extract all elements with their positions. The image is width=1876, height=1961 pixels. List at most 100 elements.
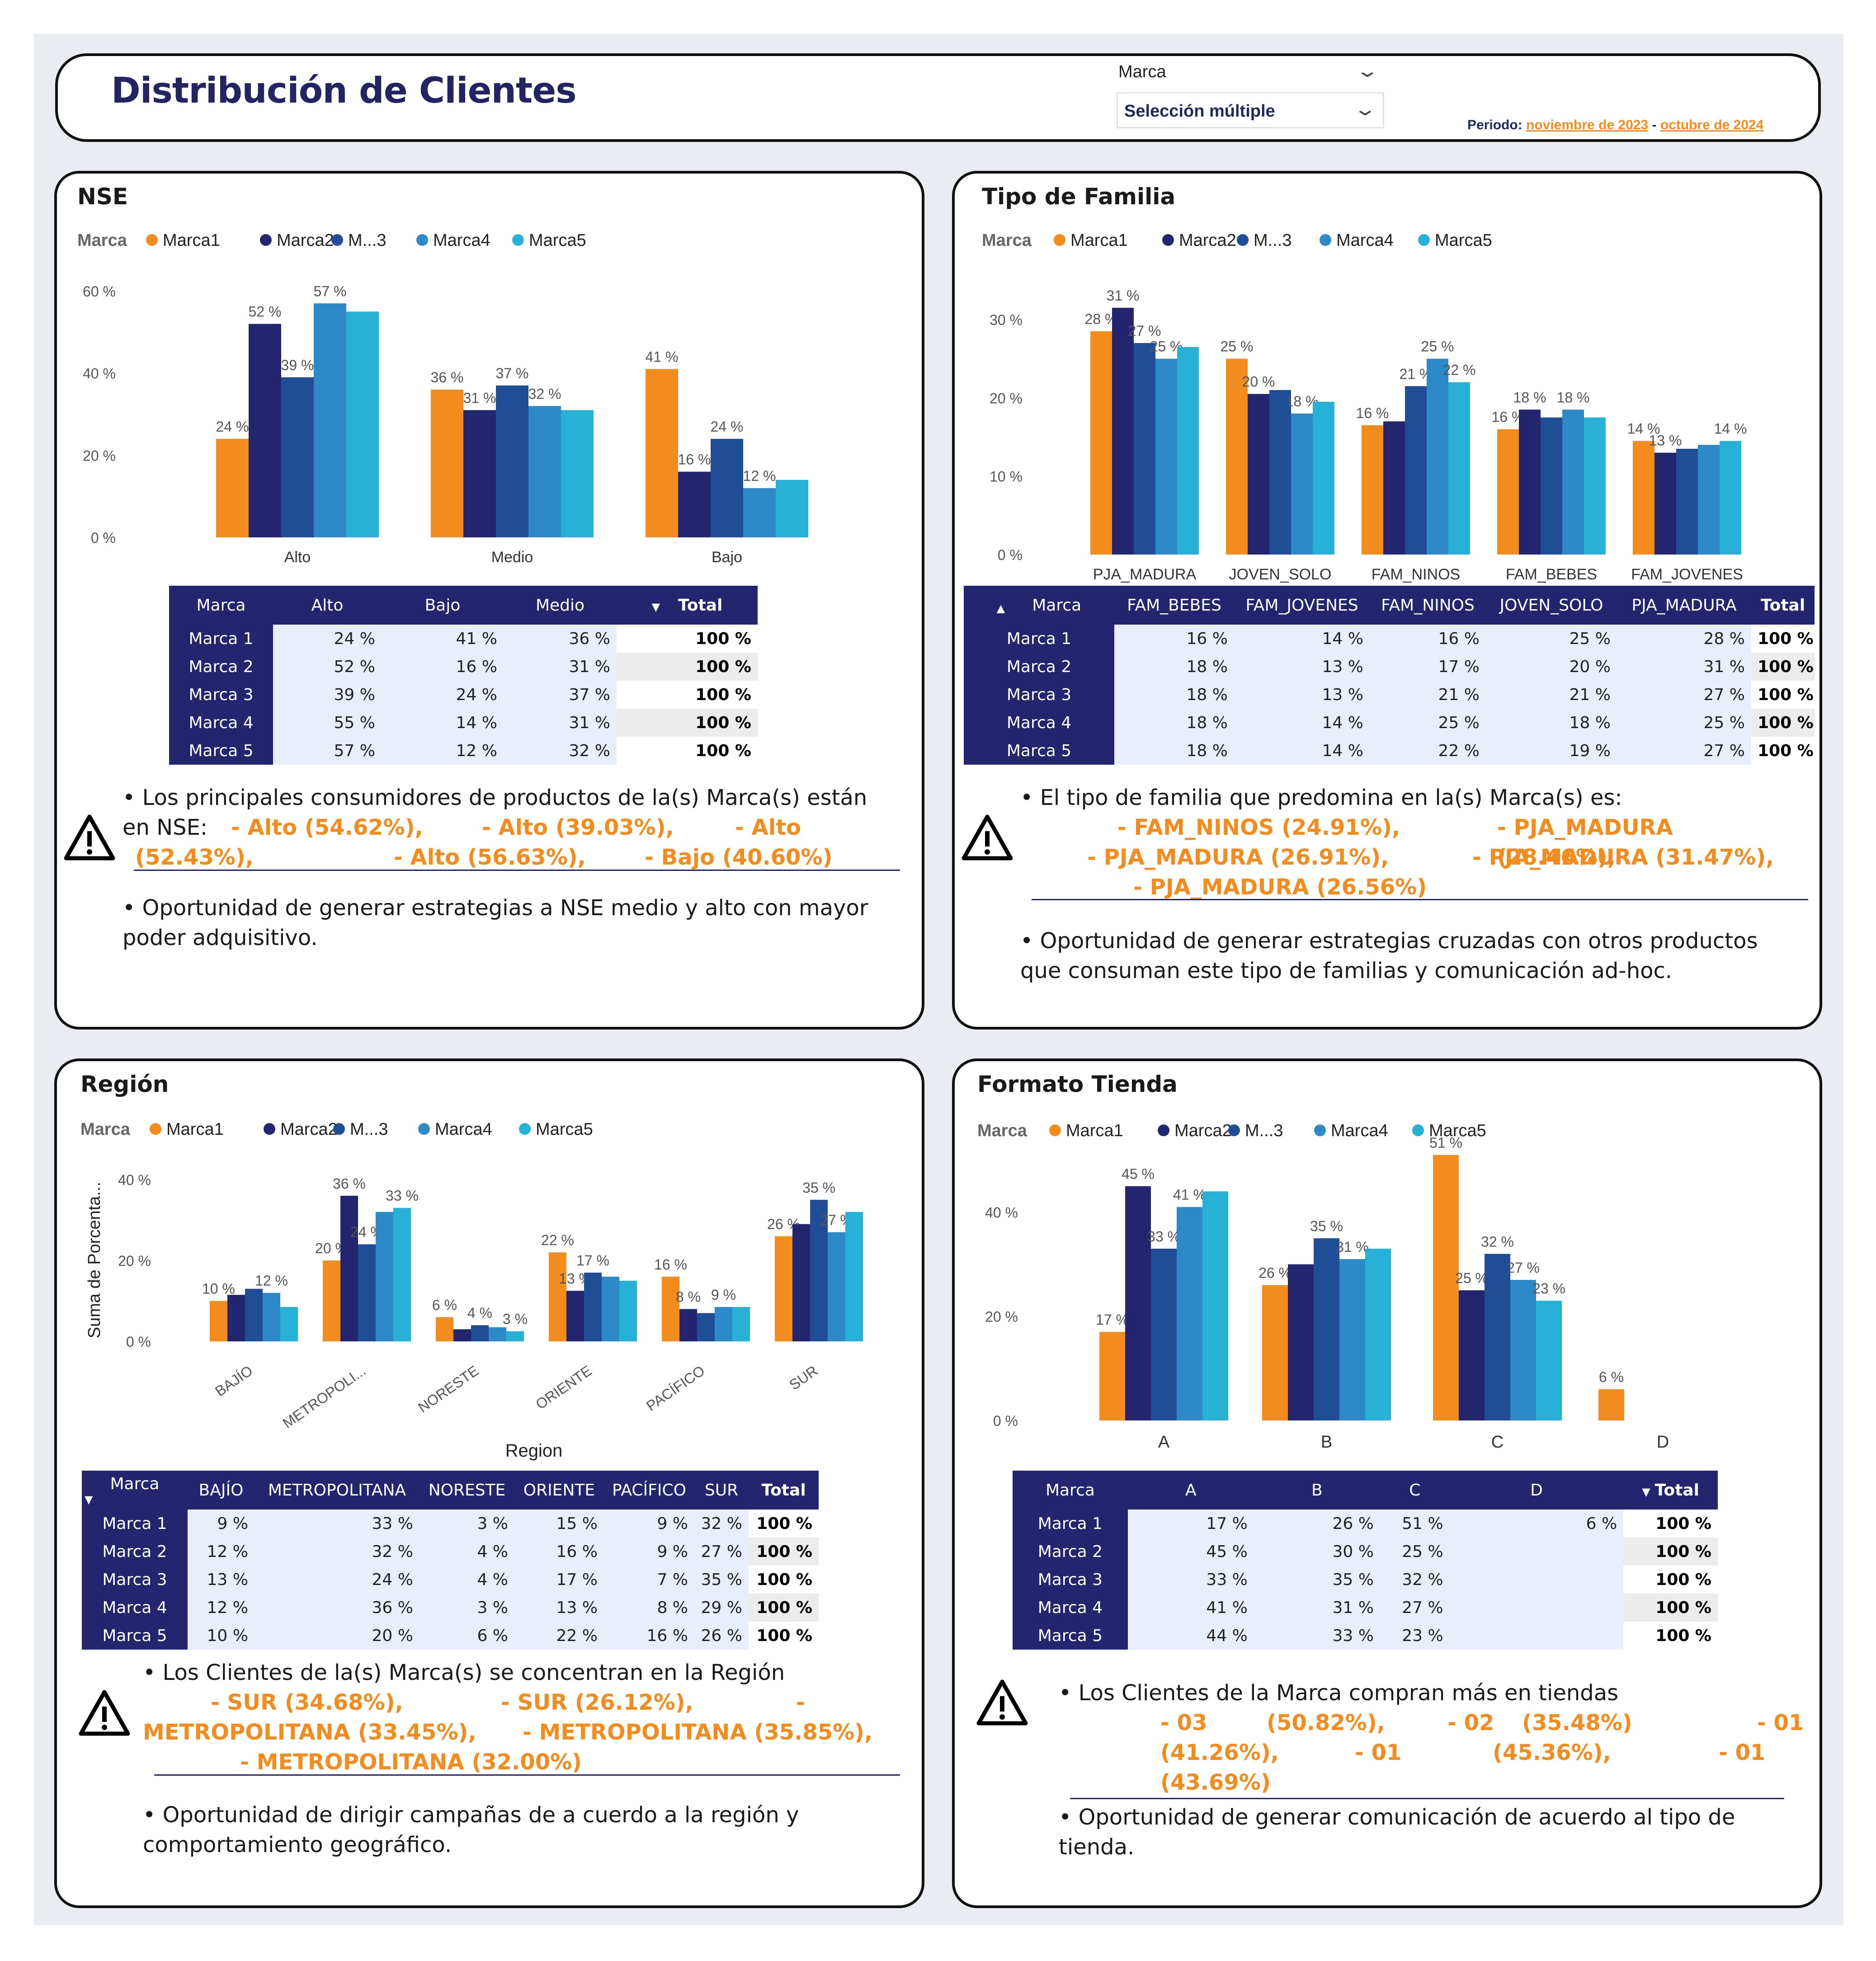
- bar[interactable]: [471, 1325, 489, 1341]
- legend-item[interactable]: Marca1: [1070, 231, 1128, 250]
- bar[interactable]: [792, 1224, 810, 1341]
- bar[interactable]: [340, 1195, 358, 1341]
- table-row[interactable]: Marca 4 18 % 14 % 25 % 18 % 25 % 100 %: [964, 709, 1815, 737]
- bar[interactable]: [697, 1313, 715, 1341]
- table-header-noreste[interactable]: NORESTE: [420, 1471, 514, 1510]
- bar[interactable]: [662, 1276, 679, 1341]
- table-row[interactable]: Marca 1 16 % 14 % 16 % 25 % 28 % 100 %: [964, 625, 1815, 653]
- bar[interactable]: [496, 385, 528, 537]
- bar[interactable]: [1362, 425, 1383, 555]
- table-header-fam-bebes[interactable]: FAM_BEBES: [1114, 586, 1234, 625]
- bar[interactable]: [1541, 417, 1562, 555]
- sort-desc-icon[interactable]: ▼: [85, 1493, 93, 1506]
- legend-marker[interactable]: [1162, 234, 1174, 246]
- bar[interactable]: [431, 390, 463, 537]
- legend-marker[interactable]: [1158, 1124, 1169, 1136]
- bar[interactable]: [1339, 1259, 1365, 1420]
- table-header-b[interactable]: B: [1254, 1471, 1380, 1510]
- table-header-bajio[interactable]: BAJÍO: [188, 1471, 255, 1510]
- bar[interactable]: [1262, 1285, 1288, 1420]
- legend-item[interactable]: Marca5: [1429, 1121, 1486, 1140]
- bar[interactable]: [1485, 1254, 1510, 1420]
- legend-item[interactable]: Marca5: [1435, 231, 1492, 250]
- bar[interactable]: [1125, 1186, 1151, 1420]
- bar[interactable]: [646, 369, 678, 537]
- table-row[interactable]: Marca 4 55 % 14 % 31 % 100 %: [169, 709, 758, 737]
- table-header-sur[interactable]: SUR: [694, 1471, 749, 1510]
- bar[interactable]: [210, 1301, 227, 1342]
- legend-item[interactable]: Marca1: [166, 1120, 224, 1139]
- bar[interactable]: [561, 410, 594, 537]
- sort-desc-icon[interactable]: ▼: [651, 600, 660, 613]
- bar[interactable]: [775, 1236, 792, 1341]
- bar[interactable]: [323, 1260, 340, 1341]
- bar[interactable]: [1510, 1279, 1536, 1420]
- bar[interactable]: [281, 377, 314, 537]
- bar[interactable]: [1202, 1191, 1228, 1420]
- table-header-total[interactable]: ▼ Total: [617, 586, 758, 625]
- table-header-total[interactable]: Total: [749, 1471, 819, 1510]
- legend-marker[interactable]: [416, 234, 428, 246]
- legend-marker[interactable]: [519, 1123, 531, 1135]
- table-row[interactable]: Marca 2 52 % 16 % 31 % 100 %: [169, 653, 758, 681]
- legend-item[interactable]: Marca2: [280, 1120, 338, 1139]
- legend-marker[interactable]: [1320, 234, 1331, 246]
- legend-item[interactable]: Marca4: [433, 231, 490, 250]
- table-header-pacifico[interactable]: PACÍFICO: [604, 1471, 694, 1510]
- table-header-fam-jovenes[interactable]: FAM_JOVENES: [1234, 586, 1370, 625]
- legend-item[interactable]: Marca1: [1066, 1121, 1123, 1140]
- legend-marker[interactable]: [418, 1123, 430, 1135]
- legend-marker[interactable]: [331, 234, 343, 246]
- legend-item[interactable]: Marca1: [163, 231, 220, 250]
- legend-marker[interactable]: [146, 234, 158, 246]
- bar[interactable]: [1448, 382, 1470, 555]
- legend-item[interactable]: M...3: [348, 231, 386, 250]
- bar[interactable]: [1177, 1207, 1202, 1420]
- legend-item[interactable]: Marca2: [1174, 1121, 1232, 1140]
- legend-marker[interactable]: [264, 1123, 275, 1135]
- table-row[interactable]: Marca 1 24 % 41 % 36 % 100 %: [169, 625, 758, 653]
- bar[interactable]: [216, 439, 249, 537]
- legend-marker[interactable]: [1412, 1124, 1424, 1136]
- bar[interactable]: [1134, 343, 1155, 555]
- bar[interactable]: [358, 1244, 376, 1341]
- sort-desc-icon[interactable]: ▼: [1642, 1485, 1650, 1498]
- bar[interactable]: [1584, 417, 1606, 555]
- sort-asc-icon[interactable]: ▲: [996, 602, 1005, 615]
- bar[interactable]: [1654, 452, 1676, 555]
- bar[interactable]: [1720, 441, 1741, 555]
- bar[interactable]: [376, 1212, 393, 1341]
- bar[interactable]: [1497, 429, 1519, 555]
- bar[interactable]: [1090, 331, 1112, 555]
- legend-item[interactable]: Marca4: [435, 1120, 492, 1139]
- bar[interactable]: [1226, 358, 1248, 555]
- bar[interactable]: [1519, 409, 1541, 555]
- bar[interactable]: [1405, 386, 1427, 555]
- table-row[interactable]: Marca 5 44 % 33 % 23 % 100 %: [1013, 1622, 1718, 1650]
- table-header-total[interactable]: ▼ Total: [1623, 1471, 1718, 1510]
- bar[interactable]: [732, 1307, 750, 1341]
- table-row[interactable]: Marca 5 18 % 14 % 22 % 19 % 27 % 100 %: [964, 737, 1815, 765]
- bar[interactable]: [346, 311, 379, 537]
- bar[interactable]: [1633, 441, 1654, 555]
- table-header-bajo[interactable]: Bajo: [382, 586, 504, 625]
- bar[interactable]: [810, 1199, 828, 1341]
- bar[interactable]: [263, 1293, 280, 1341]
- bar[interactable]: [1562, 409, 1584, 555]
- legend-marker[interactable]: [1049, 1124, 1061, 1136]
- legend-marker[interactable]: [512, 234, 524, 246]
- bar[interactable]: [1099, 1332, 1125, 1420]
- bar[interactable]: [845, 1212, 863, 1341]
- bar[interactable]: [489, 1327, 506, 1341]
- period-end[interactable]: octubre de 2024: [1660, 118, 1764, 132]
- legend-item[interactable]: Marca2: [277, 231, 334, 250]
- bar[interactable]: [1248, 394, 1269, 555]
- bar[interactable]: [1177, 347, 1199, 555]
- bar[interactable]: [566, 1291, 584, 1341]
- legend-marker[interactable]: [1418, 234, 1430, 246]
- legend-item[interactable]: Marca5: [536, 1120, 593, 1139]
- bar[interactable]: [1313, 402, 1334, 555]
- chevron-down-icon[interactable]: ⌄: [1355, 61, 1380, 81]
- bar[interactable]: [1151, 1248, 1177, 1420]
